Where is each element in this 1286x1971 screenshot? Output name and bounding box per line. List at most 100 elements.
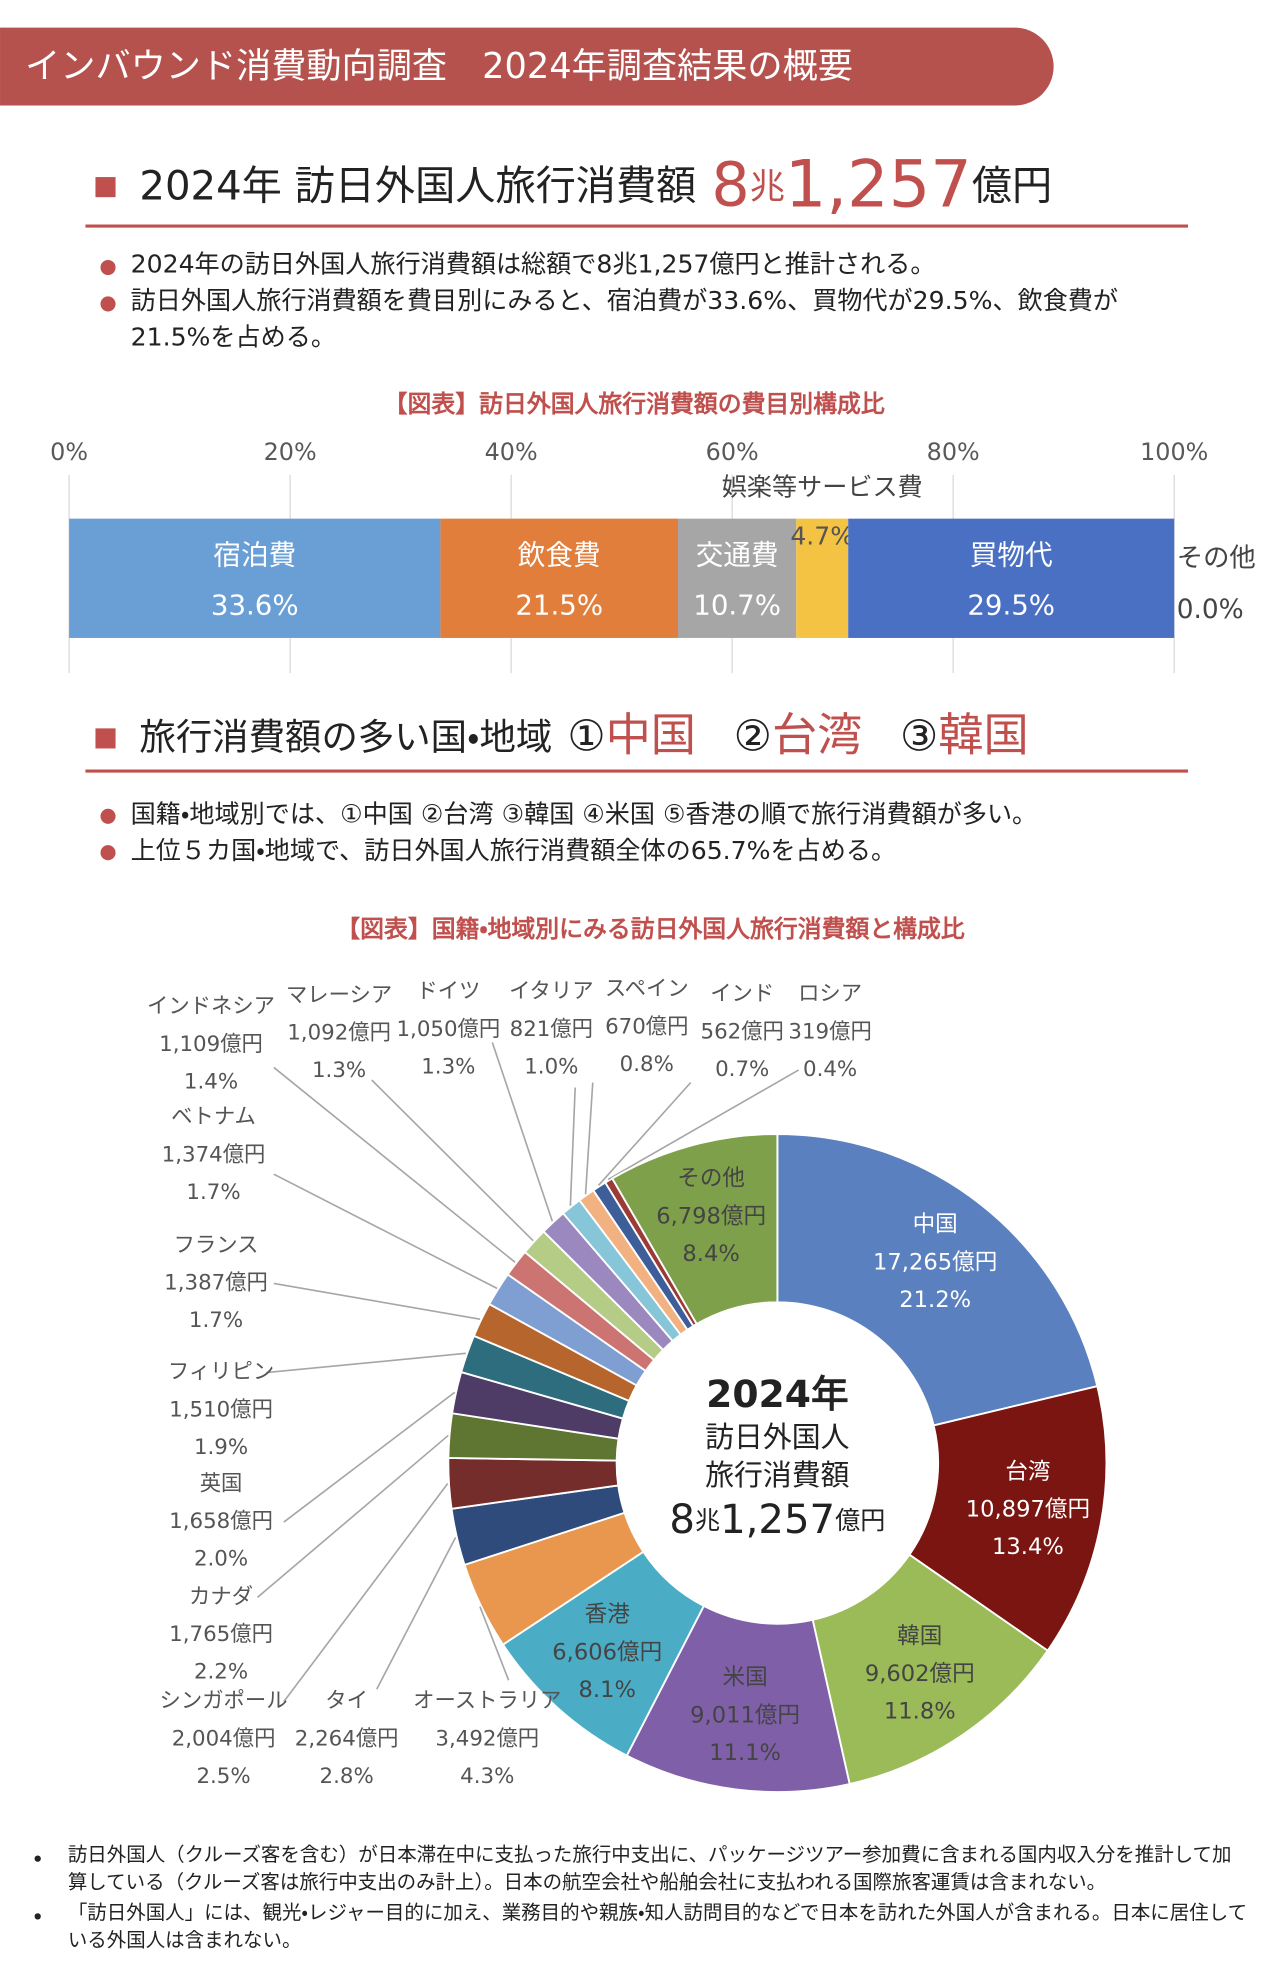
x-tick-label: 100%: [1140, 438, 1208, 466]
segment-name: 娯楽等サービス費: [722, 473, 923, 502]
slice-amount: 1,374億円: [162, 1142, 266, 1167]
heading-unit: 兆: [750, 166, 785, 207]
slice-amount: 1,050億円: [396, 1017, 500, 1042]
slice-percent: 2.8%: [320, 1764, 374, 1789]
leader-line: [273, 1282, 481, 1321]
slice-percent: 2.0%: [194, 1547, 248, 1572]
leader-line: [607, 1069, 800, 1181]
slice-name: インドネシア: [147, 994, 275, 1019]
center-title: 2024年: [706, 1372, 848, 1416]
bar-segment: [678, 518, 797, 638]
slice-name: 台湾: [1005, 1459, 1050, 1485]
heading-square: [95, 728, 116, 749]
x-tick-label: 40%: [485, 438, 538, 466]
leader-line: [376, 1537, 457, 1690]
slice-name: 韓国: [897, 1623, 942, 1649]
slice-name: シンガポール: [160, 1689, 288, 1714]
donut-slice: [811, 1553, 1049, 1786]
slice-name: オーストラリア: [413, 1689, 561, 1714]
leader-line: [479, 1606, 510, 1681]
rank-mark: ②: [734, 711, 772, 761]
slice-name: 英国: [200, 1471, 243, 1496]
section1-heading: 2024年 訪日外国人旅行消費額 8兆1,257億円: [139, 146, 1052, 222]
slice-percent: 1.3%: [312, 1058, 366, 1083]
slice-name: 米国: [723, 1665, 768, 1691]
segment-value: 33.6%: [211, 589, 299, 622]
slice-amount: 6,798億円: [656, 1203, 766, 1229]
slice-percent: 1.4%: [184, 1070, 238, 1095]
leader-line: [256, 1434, 449, 1599]
heading-text: 2024年 訪日外国人旅行消費額: [139, 163, 696, 209]
slice-name: 中国: [913, 1212, 958, 1238]
slice-amount: 2,004億円: [172, 1726, 276, 1751]
center-total: 8兆1,257億円: [669, 1497, 885, 1543]
segment-name: 宿泊費: [213, 538, 296, 571]
bullet: 2024年の訪日外国人旅行消費額は総額で8兆1,257億円と推計される。: [130, 248, 936, 279]
leader-line: [283, 1391, 456, 1523]
leader-line: [273, 1173, 498, 1290]
x-tick-label: 80%: [927, 438, 980, 466]
note: 「訪日外国人」には、観光・レジャー目的に加え、業務目的や親族・知人訪問目的などで…: [68, 1901, 1247, 1951]
chart-title: 【図表】訪日外国人旅行消費額の費目別構成比: [384, 390, 885, 418]
rank-mark: ③: [900, 711, 938, 761]
slice-name: ロシア: [798, 982, 862, 1007]
chart-title: 【図表】国籍・地域別にみる訪日外国人旅行消費額と構成比: [336, 915, 965, 943]
center-total-part: 1,257: [720, 1497, 835, 1543]
section2-heading: 旅行消費額の多い国・地域 ①中国 ②台湾 ③韓国: [139, 708, 1028, 761]
bullet-text: 訪日外国人旅行消費額を費目別にみると、宿泊費が33.6%、買物代が29.5%、飲…: [130, 285, 1119, 352]
heading-square: [95, 177, 116, 198]
rank-mark: ①: [567, 711, 605, 761]
segment-name: その他: [1177, 543, 1256, 573]
donut-slice: [610, 1133, 779, 1326]
note: 訪日外国人（クルーズ客を含む）が日本滞在中に支払った旅行中支出に、パッケージツア…: [68, 1844, 1232, 1894]
leader-line: [597, 1081, 692, 1186]
segment-value: 21.5%: [515, 589, 603, 622]
slice-amount: 1,092億円: [287, 1021, 391, 1046]
heading-unit: 億円: [972, 163, 1052, 209]
slice-name: カナダ: [189, 1584, 253, 1609]
slice-percent: 4.3%: [460, 1764, 514, 1789]
bullet-text: 2024年の訪日外国人旅行消費額は総額で8兆1,257億円と推計される。: [130, 248, 936, 279]
header-banner: [0, 27, 1054, 106]
slice-percent: 8.1%: [579, 1677, 636, 1703]
slice-name: ベトナム: [171, 1105, 256, 1130]
slice-percent: 0.7%: [715, 1057, 769, 1082]
x-tick-label: 60%: [706, 438, 759, 466]
leader-line: [569, 1087, 577, 1206]
leader-line: [283, 1483, 449, 1703]
bar-segment: [440, 518, 679, 638]
bullet-dot: [100, 845, 116, 861]
slice-amount: 1,109億円: [159, 1032, 263, 1057]
slice-amount: 9,011億円: [690, 1702, 800, 1728]
leader-line: [491, 1042, 554, 1222]
rank-name: 中国: [606, 708, 696, 761]
center-line: 旅行消費額: [705, 1458, 850, 1492]
slice-percent: 2.2%: [194, 1660, 248, 1685]
slice-amount: 562億円: [701, 1019, 784, 1044]
slice-percent: 1.7%: [186, 1180, 240, 1205]
note-dot: [34, 1855, 41, 1862]
slice-name: タイ: [325, 1689, 368, 1714]
leader-line: [371, 1079, 534, 1242]
slice-percent: 0.4%: [803, 1057, 857, 1082]
slice-name: マレーシア: [286, 983, 392, 1008]
donut-slice: [776, 1133, 1099, 1427]
slice-percent: 1.0%: [524, 1054, 578, 1079]
bar-chart: 0% 20% 40% 60% 80% 100% 宿泊費 33.6% 飲食費 21.5% 交通費 10.…: [50, 438, 1256, 674]
slice-percent: 1.9%: [194, 1435, 248, 1460]
center-line: 訪日外国人: [705, 1420, 850, 1454]
bullet: 上位５カ国・地域で、訪日外国人旅行消費額全体の65.7%を占める。: [131, 835, 896, 865]
rank-name: 韓国: [938, 708, 1028, 761]
slice-amount: 1,765億円: [169, 1622, 273, 1647]
bullet-dot: [100, 808, 116, 824]
slice-name: 香港: [585, 1602, 631, 1628]
rank-name: 台湾: [772, 708, 862, 761]
bullet: 国籍・地域別では、①中国 ②台湾 ③韓国 ④米国 ⑤香港の順で旅行消費額が多い。: [131, 799, 1038, 829]
bullet-dot: [100, 259, 116, 276]
slice-percent: 1.7%: [189, 1308, 243, 1333]
slice-percent: 11.1%: [709, 1740, 781, 1766]
heading-text: 旅行消費額の多い国・地域: [139, 715, 552, 758]
slice-amount: 670億円: [605, 1014, 688, 1039]
segment-name: 交通費: [696, 538, 779, 571]
